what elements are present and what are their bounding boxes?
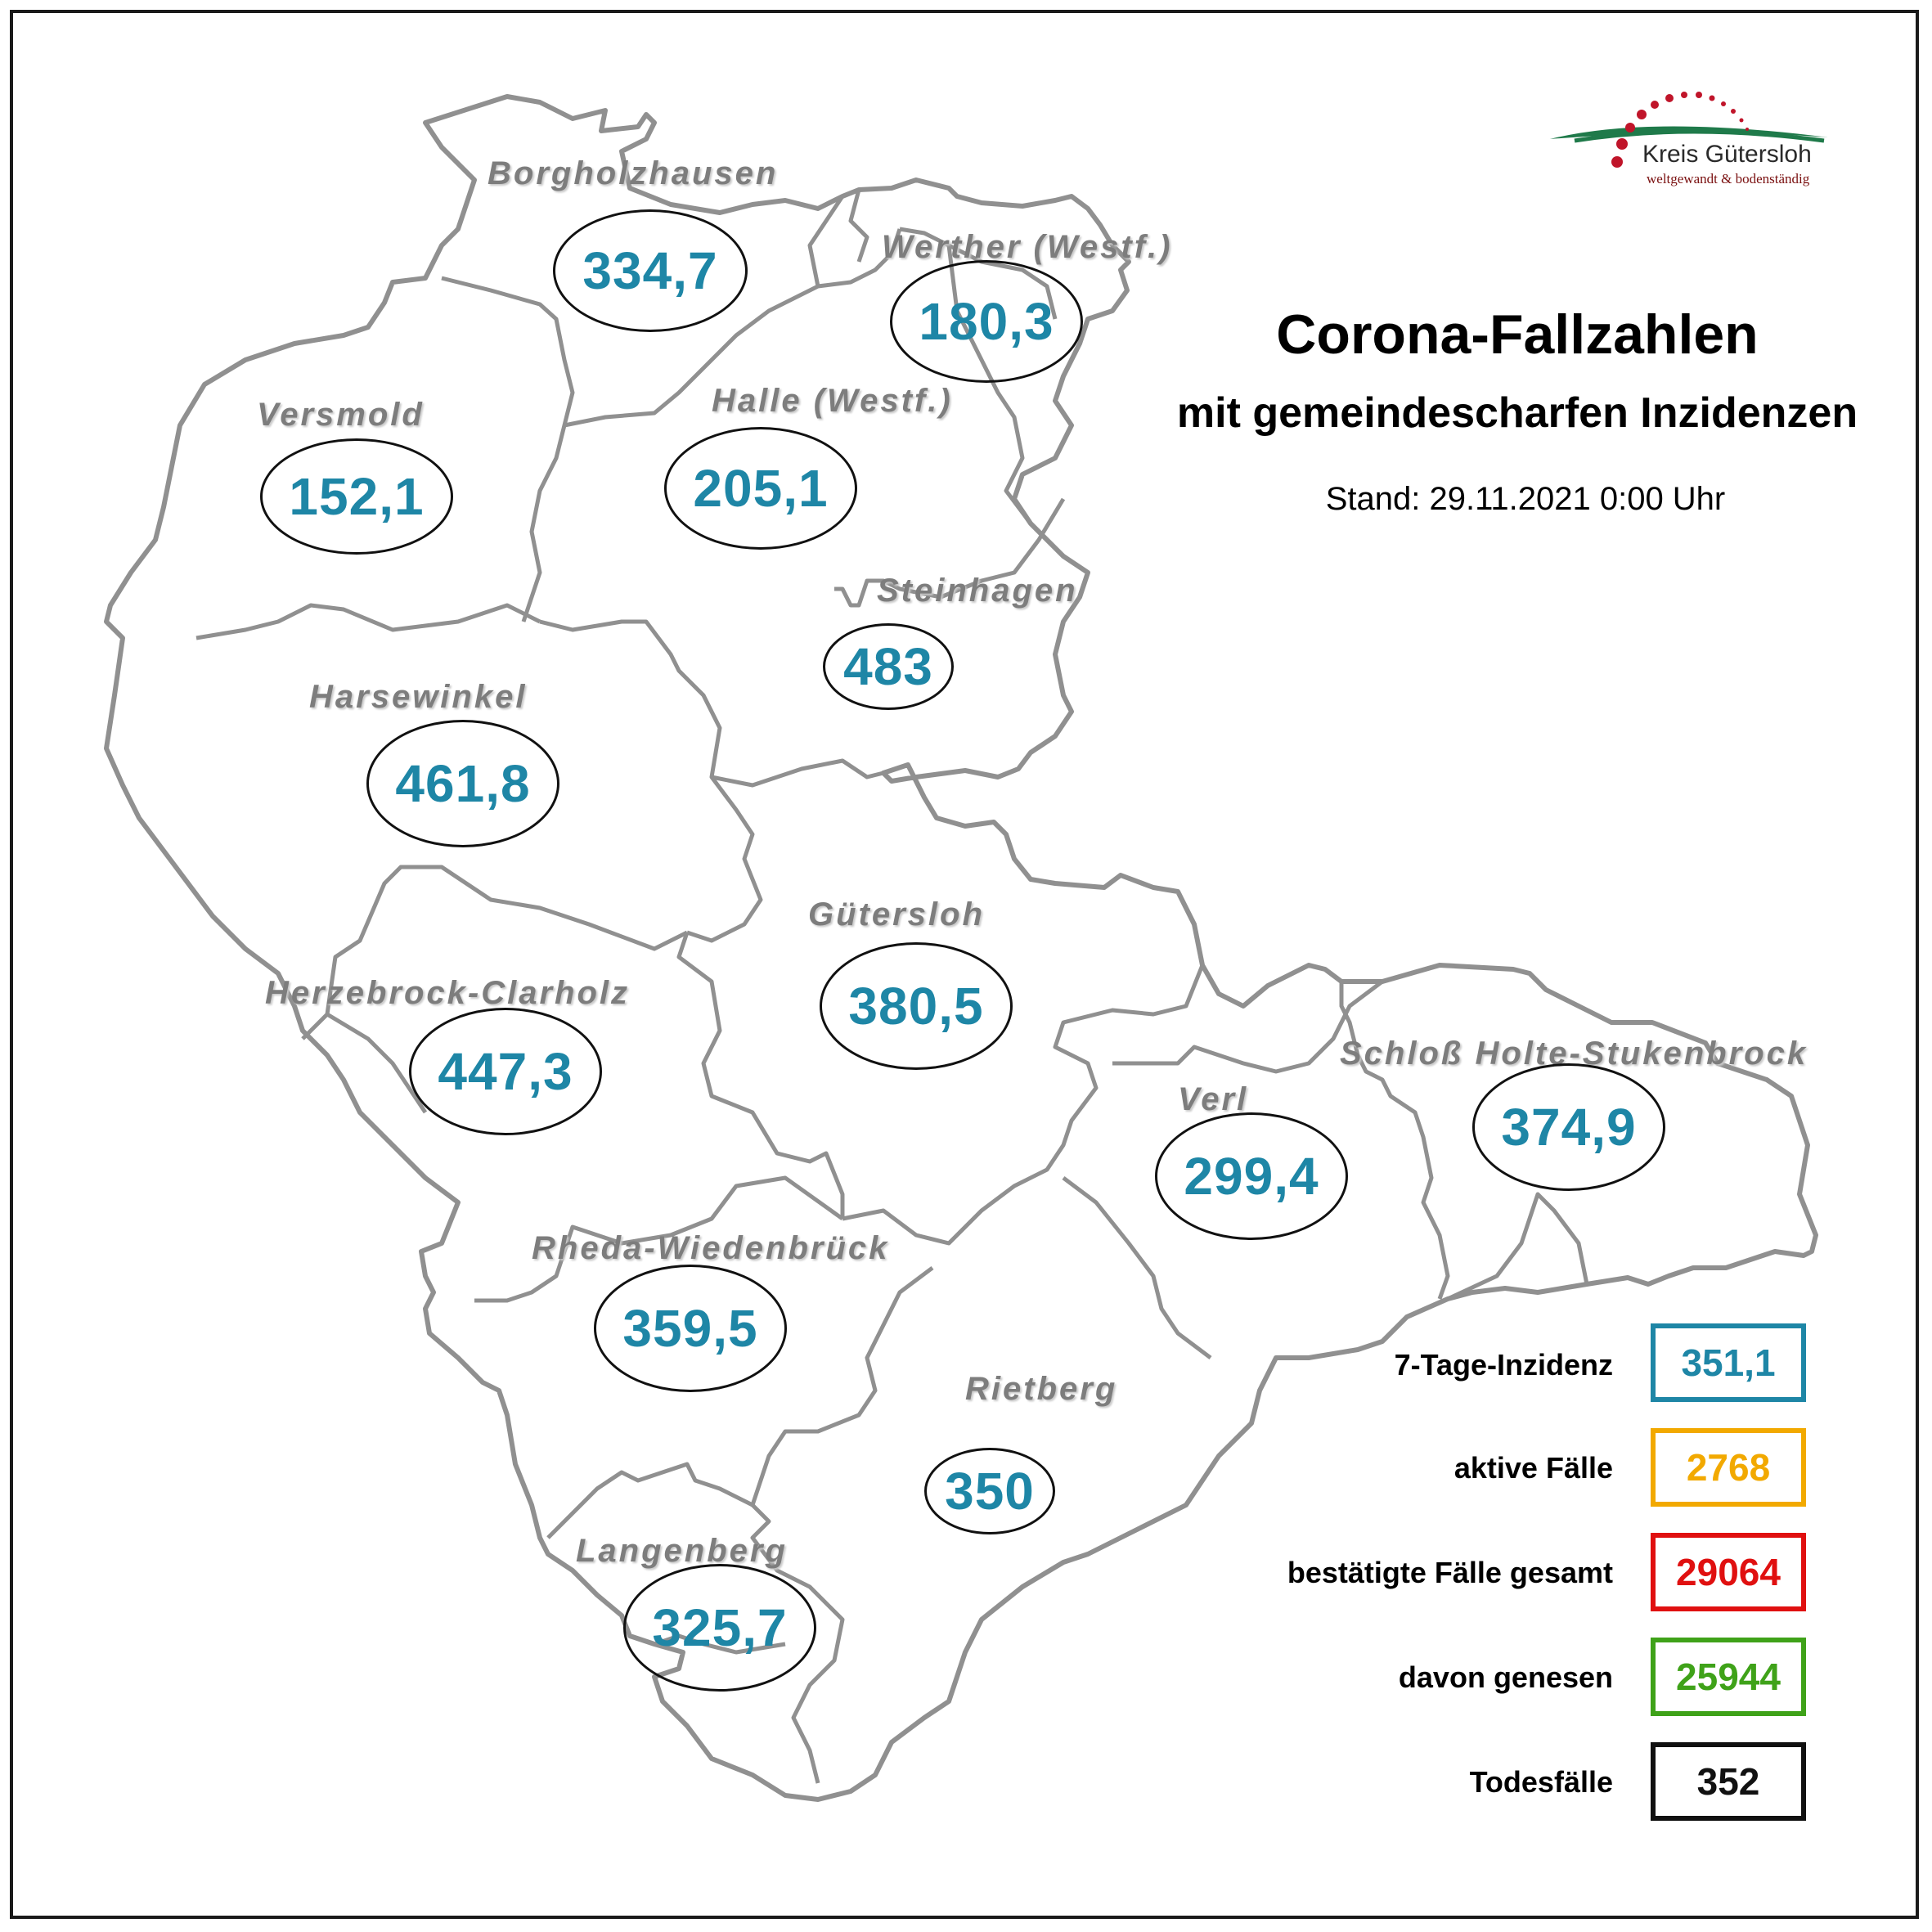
stat-box-davon-genesen: 25944 <box>1651 1638 1806 1716</box>
muni-oval-rheda-wiedenbrueck: 359,5 <box>594 1265 787 1392</box>
muni-oval-werther: 180,3 <box>890 260 1083 383</box>
muni-value-schloss-holte-stukenbrock: 374,9 <box>1501 1098 1637 1157</box>
muni-oval-halle: 205,1 <box>664 427 857 550</box>
logo: Kreis Gütersloh weltgewandt & bodenständ… <box>1550 65 1844 196</box>
muni-name-guetersloh: Gütersloh <box>808 896 985 932</box>
stat-box-aktive-faelle: 2768 <box>1651 1428 1806 1507</box>
muni-name-langenberg: Langenberg <box>576 1533 788 1569</box>
stat-box-7-tage-inzidenz: 351,1 <box>1651 1323 1806 1402</box>
stat-value-aktive-faelle: 2768 <box>1686 1446 1771 1489</box>
muni-oval-versmold: 152,1 <box>260 438 453 555</box>
muni-value-verl: 299,4 <box>1184 1147 1319 1206</box>
stat-value-bestaetigte-faelle: 29064 <box>1676 1551 1781 1593</box>
muni-name-halle: Halle (Westf.) <box>712 383 953 419</box>
timestamp: Stand: 29.11.2021 0:00 Uhr <box>1325 481 1726 517</box>
muni-value-werther: 180,3 <box>919 292 1054 351</box>
muni-value-rheda-wiedenbrueck: 359,5 <box>622 1299 758 1358</box>
muni-name-herzebrock-clarholz: Herzebrock-Clarholz <box>265 975 630 1011</box>
page-subtitle: mit gemeindescharfen Inzidenzen <box>1176 389 1858 437</box>
muni-value-langenberg: 325,7 <box>652 1598 788 1657</box>
stat-label-todesfaelle: Todesfälle <box>1469 1765 1613 1799</box>
muni-name-harsewinkel: Harsewinkel <box>309 679 528 715</box>
stat-box-todesfaelle: 352 <box>1651 1742 1806 1821</box>
muni-oval-rietberg: 350 <box>924 1448 1055 1534</box>
logo-tagline: weltgewandt & bodenständig <box>1647 171 1810 186</box>
muni-name-steinhagen: Steinhagen <box>877 573 1078 609</box>
muni-oval-langenberg: 325,7 <box>623 1564 816 1692</box>
stat-label-bestaetigte-faelle: bestätigte Fälle gesamt <box>1287 1556 1613 1589</box>
muni-value-versmold: 152,1 <box>289 467 425 526</box>
muni-name-verl: Verl <box>1178 1081 1249 1117</box>
stat-box-bestaetigte-faelle: 29064 <box>1651 1533 1806 1611</box>
muni-value-borgholzhausen: 334,7 <box>582 241 718 300</box>
page-title: Corona-Fallzahlen <box>1276 303 1759 366</box>
stat-label-davon-genesen: davon genesen <box>1398 1660 1613 1694</box>
muni-name-borgholzhausen: Borgholzhausen <box>487 155 779 191</box>
muni-value-herzebrock-clarholz: 447,3 <box>438 1042 573 1101</box>
muni-name-versmold: Versmold <box>257 397 425 433</box>
muni-oval-harsewinkel: 461,8 <box>366 720 559 847</box>
muni-value-steinhagen: 483 <box>843 637 933 696</box>
page-frame <box>10 10 1919 1919</box>
muni-oval-borgholzhausen: 334,7 <box>553 209 748 332</box>
logo-arc-graphic <box>1550 92 1828 168</box>
muni-value-guetersloh: 380,5 <box>848 977 984 1036</box>
muni-name-werther: Werther (Westf.) <box>882 229 1173 265</box>
stat-label-7-tage-inzidenz: 7-Tage-Inzidenz <box>1394 1348 1613 1382</box>
muni-name-rheda-wiedenbrueck: Rheda-Wiedenbrück <box>532 1230 890 1266</box>
muni-oval-guetersloh: 380,5 <box>820 942 1013 1070</box>
muni-value-rietberg: 350 <box>945 1462 1035 1521</box>
muni-value-harsewinkel: 461,8 <box>395 754 531 813</box>
muni-oval-schloss-holte-stukenbrock: 374,9 <box>1472 1063 1665 1191</box>
logo-name: Kreis Gütersloh <box>1642 141 1812 168</box>
stat-value-7-tage-inzidenz: 351,1 <box>1681 1341 1776 1384</box>
muni-oval-herzebrock-clarholz: 447,3 <box>409 1008 602 1135</box>
muni-oval-steinhagen: 483 <box>823 623 954 710</box>
stat-value-davon-genesen: 25944 <box>1676 1656 1781 1698</box>
muni-oval-verl: 299,4 <box>1155 1112 1348 1240</box>
muni-name-rietberg: Rietberg <box>965 1371 1118 1407</box>
stat-value-todesfaelle: 352 <box>1696 1760 1760 1803</box>
muni-value-halle: 205,1 <box>693 459 829 518</box>
stat-label-aktive-faelle: aktive Fälle <box>1453 1451 1613 1485</box>
